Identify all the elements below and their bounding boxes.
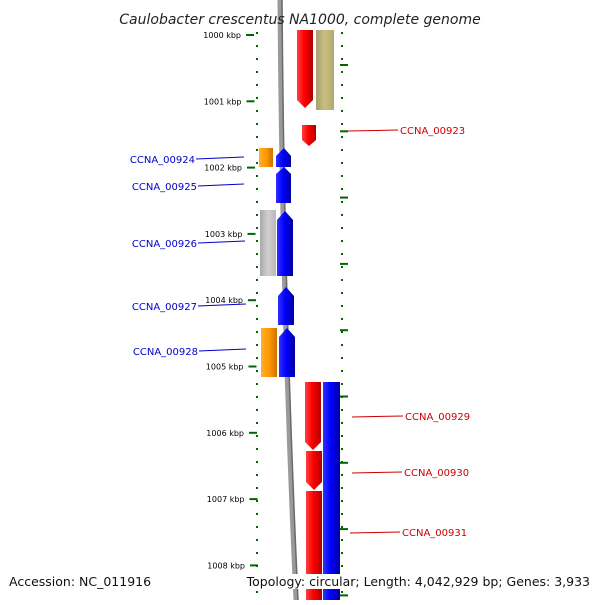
forward-cds-ccna00929 xyxy=(305,382,321,450)
gene-label-leader xyxy=(349,531,401,534)
forward-cds-ccna00930 xyxy=(306,451,322,490)
olive-feature xyxy=(316,30,334,110)
reverse-cds-ccna00925 xyxy=(276,167,291,203)
forward-cds-ccna00931 xyxy=(306,491,322,600)
ruler: 1000 kbp 1001 kbp 1002 kbp 1003 kbp 1004 kbp… xyxy=(203,31,348,597)
gene-label-leader xyxy=(197,303,247,307)
ruler-label: 1005 kbp xyxy=(206,363,244,372)
gene-label[interactable]: CCNA_00930 xyxy=(404,468,469,479)
gene-label[interactable]: CCNA_00923 xyxy=(400,126,465,137)
blue-feature-right xyxy=(323,382,340,600)
gene-label[interactable]: CCNA_00927 xyxy=(132,302,197,313)
orange-feature-1 xyxy=(259,148,273,167)
gene-label-leader xyxy=(197,240,246,244)
reverse-cds-ccna00926 xyxy=(277,211,293,276)
ruler-label: 1001 kbp xyxy=(204,97,242,106)
reverse-cds-ccna00928 xyxy=(279,328,295,377)
gene-labels: CCNA_00923 CCNA_00924 CCNA_00925 CCNA_00926… xyxy=(130,126,470,539)
ruler-label: 1002 kbp xyxy=(204,164,242,173)
diagram-title: Caulobacter crescentus NA1000, complete … xyxy=(119,12,480,28)
gene-label[interactable]: CCNA_00926 xyxy=(132,239,197,250)
accession-text: Accession: NC_011916 xyxy=(9,574,152,589)
ruler-label: 1006 kbp xyxy=(206,429,244,438)
forward-cds-top xyxy=(297,30,313,108)
gray-feature xyxy=(260,210,276,276)
gene-label-leader xyxy=(351,415,404,418)
gene-label-leader xyxy=(198,348,247,352)
forward-cds-ccna00923 xyxy=(302,125,316,146)
ruler-label: 1008 kbp xyxy=(207,561,245,570)
reverse-cds-ccna00927 xyxy=(278,287,294,325)
orange-feature-2 xyxy=(261,328,277,377)
ruler-label: 1007 kbp xyxy=(207,495,245,504)
gene-label-leader xyxy=(197,183,245,187)
gene-label[interactable]: CCNA_00924 xyxy=(130,155,195,166)
ruler-label: 1000 kbp xyxy=(203,31,241,40)
gene-label[interactable]: CCNA_00928 xyxy=(133,347,198,358)
reverse-cds-ccna00924 xyxy=(276,148,291,167)
ruler-label: 1003 kbp xyxy=(205,230,243,239)
gene-label-leader xyxy=(195,156,245,160)
gene-label-leader xyxy=(347,129,399,132)
gene-label[interactable]: CCNA_00925 xyxy=(132,182,197,193)
ruler-label: 1004 kbp xyxy=(205,296,243,305)
gene-label[interactable]: CCNA_00929 xyxy=(405,412,470,423)
gene-label-leader xyxy=(351,471,403,474)
gene-label[interactable]: CCNA_00931 xyxy=(402,528,467,539)
features xyxy=(259,30,340,600)
genome-summary-text: Topology: circular; Length: 4,042,929 bp… xyxy=(246,574,590,589)
